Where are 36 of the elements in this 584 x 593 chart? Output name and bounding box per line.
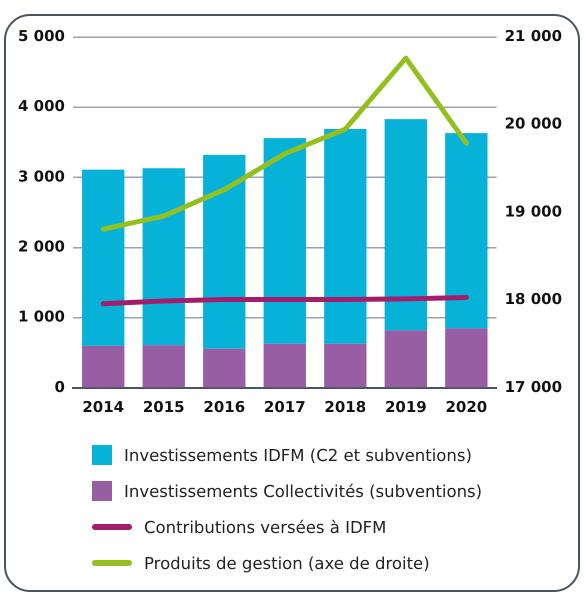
bar	[142, 345, 185, 388]
x-tick-label: 2018	[324, 398, 366, 416]
y2-tick-label: 19 000	[504, 202, 562, 220]
x-tick-label: 2020	[445, 398, 488, 416]
bar	[264, 138, 306, 344]
y2-tick-label: 17 000	[504, 378, 562, 396]
legend-label: Investissements IDFM (C2 et subventions)	[124, 446, 472, 464]
y-tick-label: 0	[54, 378, 65, 396]
bar	[264, 344, 306, 388]
x-tick-label: 2015	[142, 398, 185, 416]
bar	[203, 154, 246, 349]
y2-tick-label: 21 000	[504, 26, 562, 45]
y-tick-label: 3 000	[18, 167, 65, 186]
bar	[203, 348, 246, 388]
bar	[324, 344, 366, 388]
y-tick-label: 4 000	[18, 97, 65, 116]
legend-label: Contributions versées à IDFM	[144, 518, 386, 536]
legend-label: Produits de gestion (axe de droite)	[144, 554, 430, 572]
x-tick-label: 2014	[82, 398, 124, 416]
bar	[82, 346, 124, 388]
bar	[142, 168, 185, 346]
bar	[384, 119, 427, 330]
x-tick-label: 2017	[264, 398, 306, 416]
y2-tick-label: 20 000	[504, 114, 562, 133]
y2-tick-label: 18 000	[504, 290, 562, 308]
bar	[445, 328, 488, 388]
bar	[82, 170, 124, 346]
x-tick-label: 2016	[203, 398, 246, 416]
x-tick-label: 2019	[384, 398, 427, 416]
bar	[324, 128, 366, 344]
y-tick-label: 5 000	[18, 26, 65, 45]
y-tick-label: 2 000	[18, 237, 65, 256]
bar	[445, 133, 488, 328]
legend-label: Investissements Collectivités (subventions)	[124, 482, 482, 500]
y-tick-label: 1 000	[18, 308, 65, 326]
bar	[384, 330, 427, 388]
